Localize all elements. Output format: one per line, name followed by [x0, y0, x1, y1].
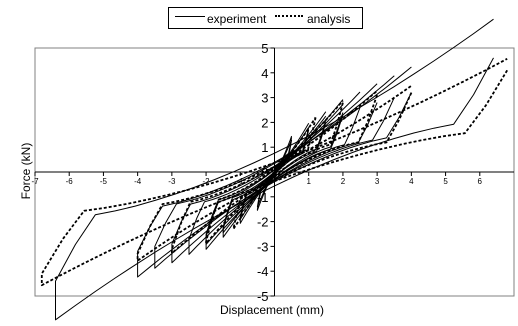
series-experiment-loop [137, 66, 412, 278]
x-tick-label: 1 [306, 177, 311, 186]
y-tick-label: 5 [261, 41, 268, 56]
x-tick-label: -3 [168, 177, 176, 186]
series-analysis-loop [40, 58, 508, 287]
legend-label-experiment: experiment [207, 12, 267, 26]
x-tick-label: 2 [341, 177, 346, 186]
y-tick-label: 3 [261, 91, 268, 106]
x-tick-label: -6 [66, 177, 74, 186]
series-experiment-loop [55, 18, 494, 321]
series-analysis-loop [232, 116, 317, 230]
legend-label-analysis: analysis [307, 12, 351, 26]
series-analysis-loop [171, 90, 378, 255]
legend: experiment analysis [168, 7, 363, 29]
x-tick-label: 3 [375, 177, 380, 186]
x-axis-title: Displacement (mm) [219, 303, 324, 317]
y-tick-label: 2 [261, 115, 268, 130]
x-tick-label: -4 [134, 177, 142, 186]
y-tick-label: -5 [257, 289, 269, 304]
y-tick-label: 1 [261, 140, 268, 155]
x-tick-label: 6 [478, 177, 483, 186]
y-axis-title: Force (kN) [19, 142, 33, 200]
y-tick-label: -2 [257, 215, 269, 230]
x-tick-label: 5 [443, 177, 448, 186]
y-tick-label: 4 [261, 66, 268, 81]
series-analysis-loop [205, 100, 344, 245]
x-tick-label: 4 [409, 177, 414, 186]
series-analysis-loop [136, 85, 413, 262]
x-tick-label: -2 [203, 177, 211, 186]
x-tick-label: -5 [100, 177, 108, 186]
x-tick-label: -7 [31, 177, 39, 186]
y-tick-label: -3 [257, 239, 269, 254]
legend-swatch-analysis [275, 15, 303, 17]
legend-swatch-experiment [175, 16, 205, 17]
y-tick-label: -4 [257, 264, 269, 279]
